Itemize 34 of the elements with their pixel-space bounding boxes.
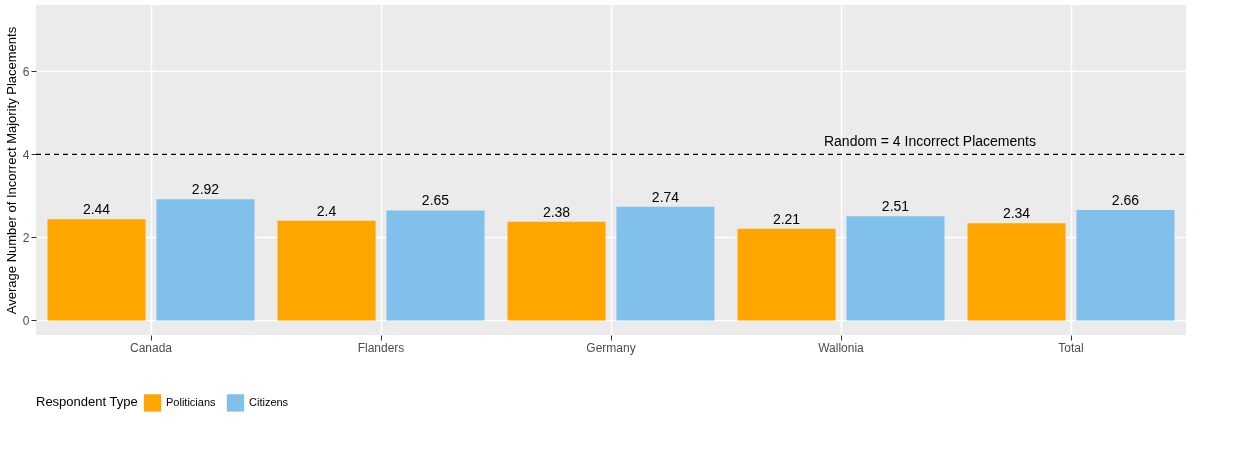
data-label: 2.74	[651, 188, 680, 205]
y-tick-label: 4	[22, 147, 30, 162]
bar	[846, 216, 945, 321]
bar	[616, 206, 715, 321]
bar	[507, 221, 606, 321]
data-label: 2.4	[316, 202, 337, 219]
bar	[737, 228, 836, 321]
data-label: 2.38	[542, 203, 571, 220]
y-tick-label: 2	[22, 230, 30, 245]
data-label: 2.21	[772, 210, 801, 227]
x-tick-label: Wallonia	[818, 340, 865, 355]
y-tick-label: 6	[22, 64, 30, 79]
bar	[47, 219, 146, 321]
legend-label: Politicians	[166, 395, 217, 408]
data-label: 2.51	[881, 198, 910, 215]
y-axis-title: Average Number of Incorrect Majority Placements	[3, 26, 19, 315]
x-tick-label: Canada	[129, 340, 173, 355]
data-label: 2.34	[1002, 205, 1031, 222]
ref-line-label: Random = 4 Incorrect Placements	[823, 133, 1036, 150]
bar	[156, 199, 255, 321]
bar	[967, 223, 1066, 321]
bar	[1076, 210, 1175, 321]
legend-title: Respondent Type	[36, 394, 138, 409]
y-tick-label: 0	[22, 313, 30, 328]
x-tick-label: Flanders	[357, 340, 405, 355]
legend-label: Citizens	[249, 395, 289, 408]
data-label: 2.92	[191, 181, 220, 198]
data-label: 2.66	[1111, 192, 1140, 209]
data-label: 2.44	[82, 201, 111, 218]
bar	[277, 220, 376, 321]
x-tick-label: Germany	[586, 340, 636, 355]
bar	[386, 210, 485, 321]
x-tick-label: Total	[1058, 340, 1084, 355]
data-label: 2.65	[421, 192, 450, 209]
